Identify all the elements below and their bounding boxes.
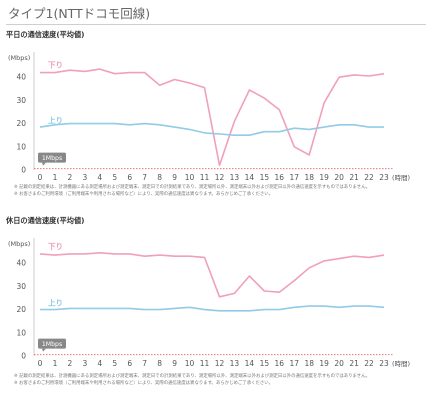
series-line-download [40,68,385,167]
x-tick-label: 15 [260,173,270,182]
x-tick-label: 8 [157,359,162,368]
series-line-download [39,251,385,298]
x-tick-label: 4 [97,359,102,368]
y-tick-label: 20 [16,119,26,128]
x-tick-label: 4 [97,173,102,182]
x-tick-label: 20 [334,173,344,182]
chart-title-holiday: 休日の通信速度(平均値) [6,216,85,225]
x-tick-label: 18 [304,173,314,182]
reference-label: 1Mbps [42,341,62,348]
x-tick-label: 6 [127,359,132,368]
x-tick-label: 11 [200,173,210,182]
x-tick-label: 19 [319,359,329,368]
x-tick-label: 17 [289,359,299,368]
note-line: ※ お客さまのご利用環境（ご利用端末や利用される場所など）により、実際の通信速度… [14,381,274,386]
weekday-section: 平日の通信速度(平均値) (Mbps) 0 10 20 30 40 1Mbps 下り 上り 0 1 2… [0,30,435,210]
x-tick-label: 22 [364,359,374,368]
y-tick-label: 10 [16,328,26,337]
y-tick-label: 0 [21,352,26,361]
y-tick-label: 30 [16,96,26,105]
x-tick-label: 17 [289,173,299,182]
reference-badge-pointer [42,348,46,352]
holiday-notes: ※ 記載の測定結果は、計測機器にある測定場所および測定端末、測定日での計測結果で… [14,373,429,387]
x-tick-label: 3 [82,359,87,368]
y-tick-label: 0 [21,166,26,175]
note-line: ※ 記載の測定結果は、計測機器にある測定場所および測定端末、測定日での計測結果で… [14,374,370,379]
x-tick-label: 7 [142,173,147,182]
series-label: 下り [48,61,63,70]
y-tick-label: 20 [16,305,26,314]
page-title: タイプ1(NTTドコモ回線) [8,6,151,21]
x-tick-label: 10 [185,359,195,368]
page-header: タイプ1(NTTドコモ回線) [6,4,426,26]
y-tick-label: 10 [16,142,26,151]
x-tick-label: 1 [53,359,58,368]
y-tick-label: 30 [16,282,26,291]
y-axis-label: (Mbps) [8,54,30,62]
x-tick-label: 20 [334,359,344,368]
x-tick-label: 1 [53,173,58,182]
x-tick-label: 8 [157,173,162,182]
series-line-upload [40,305,385,312]
x-tick-label: 13 [230,173,240,182]
x-tick-label: 19 [319,173,329,182]
note-line: ※ 記載の測定結果は、計測機器にある測定場所および測定端末、測定日での計測結果で… [14,185,370,190]
series-label: 上り [48,298,63,308]
x-tick-label: 21 [349,359,359,368]
x-tick-label: 23 [379,359,389,368]
y-tick-label: 40 [16,73,26,82]
x-tick-label: 16 [275,173,285,182]
holiday-section: 休日の通信速度(平均値) (Mbps) 0 10 20 30 40 1Mbps 下り 上り 0 1 2… [0,216,435,400]
reference-label: 1Mbps [42,155,62,162]
y-tick-label: 40 [16,259,26,268]
reference-badge [38,152,66,163]
x-tick-label: 15 [260,359,270,368]
x-tick-label: 2 [68,359,73,368]
x-tick-label: 5 [112,359,117,368]
y-axis-label: (Mbps) [8,240,30,248]
x-tick-label: 16 [275,359,285,368]
x-tick-label: 9 [172,359,177,368]
x-axis-label: (時間) [392,360,410,368]
x-tick-label: 5 [112,173,117,182]
x-tick-label: 12 [215,359,225,368]
note-line: ※ お客さまのご利用環境（ご利用端末や利用される場所など）により、実際の通信速度… [14,192,274,197]
x-tick-label: 14 [245,359,255,368]
x-tick-label: 7 [142,359,147,368]
series-label: 上り [48,115,63,125]
x-tick-label: 14 [245,173,255,182]
x-tick-label: 0 [38,359,43,368]
x-tick-label: 0 [38,173,43,182]
weekday-notes: ※ 記載の測定結果は、計測機器にある測定場所および測定端末、測定日での計測結果で… [14,184,429,198]
series-line-upload [39,122,384,136]
x-tick-label: 22 [364,173,374,182]
x-tick-label: 2 [68,173,73,182]
x-tick-label: 6 [127,173,132,182]
x-tick-label: 3 [82,173,87,182]
x-tick-label: 11 [200,359,210,368]
x-tick-label: 21 [349,173,359,182]
x-tick-label: 10 [185,173,195,182]
reference-badge-pointer [42,162,46,166]
title-divider [6,24,426,25]
reference-badge [38,338,66,349]
x-tick-label: 9 [172,173,177,182]
x-axis-label: (時間) [392,174,410,182]
x-tick-label: 18 [304,359,314,368]
x-tick-label: 13 [230,359,240,368]
series-label: 下り [48,242,63,251]
x-tick-label: 12 [215,173,225,182]
x-tick-label: 23 [379,173,389,182]
chart-title-weekday: 平日の通信速度(平均値) [6,30,85,39]
